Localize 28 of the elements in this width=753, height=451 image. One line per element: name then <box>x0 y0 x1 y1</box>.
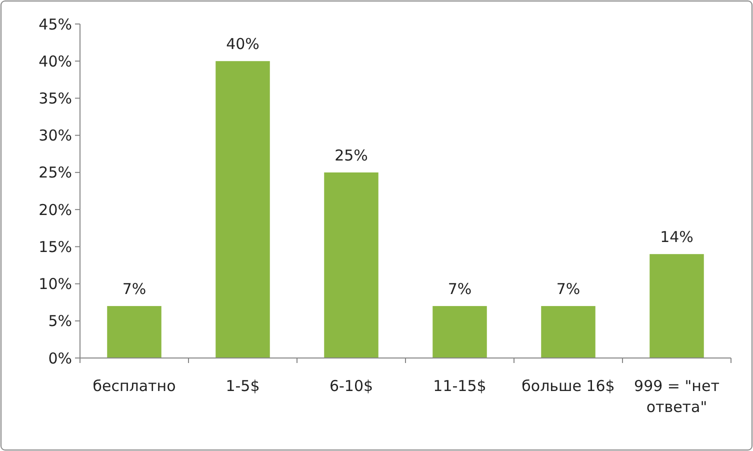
y-tick-label: 5% <box>48 312 72 330</box>
data-label: 14% <box>660 228 694 246</box>
y-tick-label: 0% <box>48 349 72 368</box>
y-tick-label: 20% <box>38 200 72 219</box>
data-label: 7% <box>448 280 472 298</box>
y-tick-label: 30% <box>38 126 72 145</box>
bar <box>650 254 704 358</box>
data-label: 25% <box>334 146 368 164</box>
x-tick-label: 1-5$ <box>226 377 260 395</box>
data-label: 7% <box>556 280 580 298</box>
data-label: 40% <box>226 35 260 54</box>
y-tick-label: 10% <box>38 275 72 294</box>
y-tick-label: 35% <box>38 89 72 108</box>
y-tick-label: 45% <box>38 15 72 34</box>
x-tick-label: 999 = "нет ответа" <box>634 377 720 416</box>
y-tick-label: 25% <box>38 164 72 182</box>
x-tick-label: 6-10$ <box>329 377 374 395</box>
bar <box>324 172 378 358</box>
y-tick-label: 40% <box>38 52 72 70</box>
bar <box>216 61 270 358</box>
x-tick-label: больше 16$ <box>522 377 615 395</box>
bar <box>107 306 162 358</box>
bar <box>432 306 487 358</box>
x-tick-label: бесплатно <box>92 377 176 395</box>
x-tick-label: 11-15$ <box>433 377 486 395</box>
y-tick-label: 15% <box>38 238 72 256</box>
bar <box>541 306 596 358</box>
data-label: 7% <box>122 280 146 298</box>
